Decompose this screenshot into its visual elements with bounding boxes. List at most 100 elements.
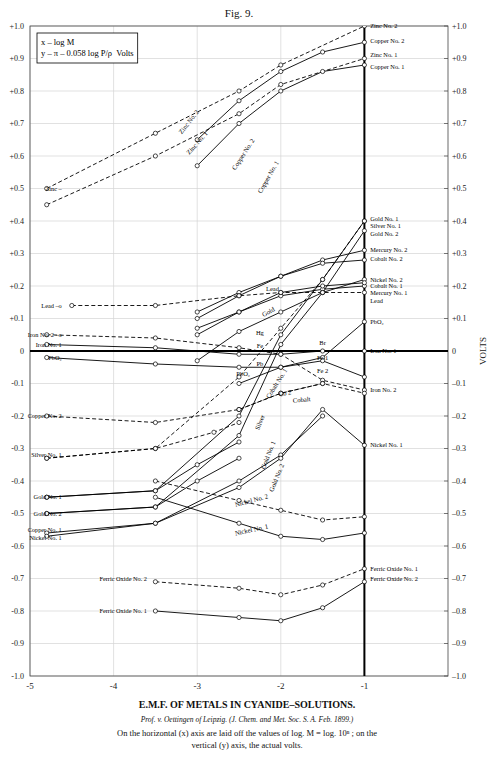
point [362,63,366,67]
series [45,219,367,460]
series-line [47,458,239,513]
y2-tick [444,578,448,579]
y-tick-label: -0.6 [11,542,24,551]
annotation: Copper No. 1 [256,160,280,194]
series [45,414,325,535]
point [321,381,325,385]
point [279,352,283,356]
point [279,69,283,73]
series-line [239,384,364,410]
point [237,407,241,411]
series-line [155,481,364,520]
point [195,463,199,467]
note-text: x – log M [41,37,75,47]
series-line [47,416,323,533]
series-line [47,221,365,458]
y2-tick-label: +0.1 [452,314,467,323]
point [237,485,241,489]
y-tick-label: +0.5 [9,184,24,193]
point [279,352,283,356]
point [195,333,199,337]
series-line [155,497,364,539]
point [279,593,283,597]
point [321,50,325,54]
y2-tick [444,286,448,287]
point [362,56,366,60]
point [362,580,366,584]
y2-tick [444,546,448,547]
annotation: PbO₂ [236,370,250,377]
annotation: Iron No. 1 [36,341,62,348]
subtitle: E.M.F. OF METALS IN CYANIDE–SOLUTIONS. [139,699,356,710]
point [237,346,241,350]
series [45,333,367,392]
y-tick-label: +0.9 [9,54,24,63]
point [237,99,241,103]
y-tick-label: -0.2 [11,412,24,421]
y2-tick-label: –0.8 [451,607,466,616]
annotation: Ferric Oxide No. 2 [99,575,147,582]
y2-tick [444,318,448,319]
point [237,521,241,525]
y2-tick-label: –0.6 [451,542,466,551]
y-grid-line [30,611,448,612]
point [362,248,366,252]
series-line [197,260,364,319]
x-tick-label: -3 [193,681,201,691]
x-tick-label: -4 [110,681,118,691]
x-tick-label: -2 [277,681,285,691]
point [153,446,157,450]
point [321,518,325,522]
annotation: Cobalt [293,395,311,404]
series-line [72,293,365,306]
series [153,479,366,522]
point [321,277,325,281]
y2-tick [444,448,448,449]
y2-tick [444,481,448,482]
point [237,294,241,298]
annotation: Mercury No. 1 [370,289,407,296]
point [362,219,366,223]
point [362,219,366,223]
point [362,26,366,28]
point [237,407,241,411]
y-grid-line [30,318,448,319]
point [237,310,241,314]
point [195,359,199,363]
y2-tick [444,188,448,189]
point [321,349,325,353]
y-grid-line [30,513,448,514]
point [321,284,325,288]
annotation: Ferric Oxide No. 1 [99,607,147,614]
point [153,609,157,613]
series [195,277,366,362]
point [153,420,157,424]
annotation: Cobalt No. 1 [370,282,402,289]
annotation: Fe 1 [317,354,328,361]
series [195,258,366,321]
point [321,69,325,73]
annotation: Copper No. 2 [370,37,404,44]
series [195,281,366,337]
y-tick-label: -0.7 [11,574,24,583]
point [279,274,283,278]
annotation: Lead [370,297,383,304]
annotation: Pb [256,360,263,367]
annotation: Gold No. 2 [34,510,62,517]
annotation: Mercury No. 2 [370,246,407,253]
annotation: Gold [261,305,277,318]
point [279,274,283,278]
point [321,290,325,294]
point [279,508,283,512]
y2-tick [444,91,448,92]
point [321,381,325,385]
y-tick-label: -0.8 [11,607,24,616]
point [195,164,199,168]
plot-area [30,26,448,676]
grid [30,26,448,676]
y-tick-label: +0.1 [9,314,24,323]
series [153,580,366,623]
y-tick-label: -0.5 [11,509,24,518]
point [321,583,325,587]
y2-tick-label: +0.6 [452,152,467,161]
